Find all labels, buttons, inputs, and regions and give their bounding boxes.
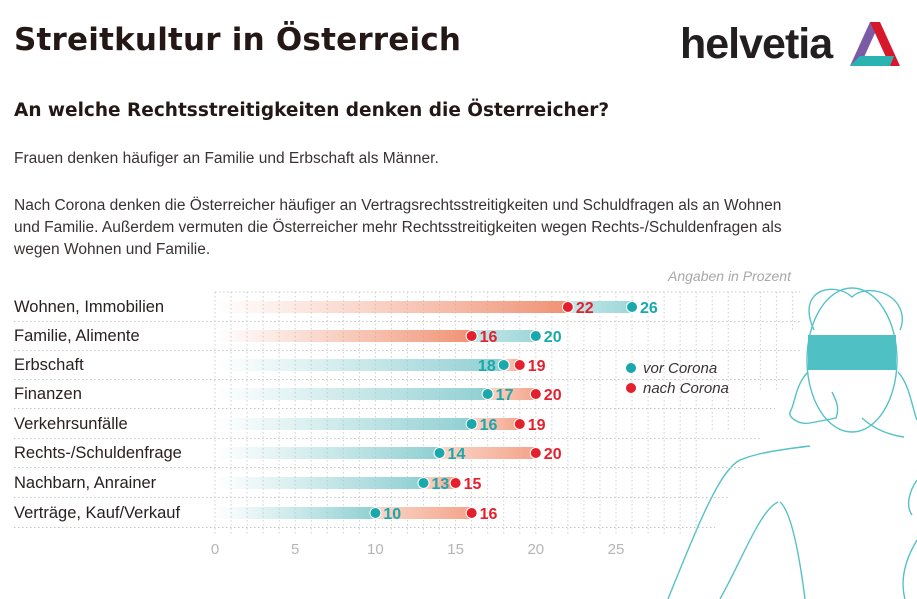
brand-name: helvetia (680, 20, 833, 68)
value-label-nach: 16 (480, 329, 498, 346)
dot-nach-corona (529, 388, 542, 400)
x-axis-ticks: 0 5 10 15 20 25 (211, 541, 625, 558)
hair-right (897, 371, 917, 421)
dot-vor-corona (626, 301, 639, 313)
bar-base (215, 330, 472, 342)
bar-difference (471, 330, 536, 342)
body-right-lower (902, 539, 917, 599)
value-label-vor: 26 (640, 300, 658, 317)
finding-corona: Nach Corona denken die Österreicher häuf… (14, 197, 782, 258)
category-label: Erbschaft (14, 356, 84, 374)
bar-difference (423, 477, 456, 489)
value-label-vor: 20 (544, 329, 562, 346)
value-label-nach: 19 (528, 358, 546, 375)
dot-nach-corona (465, 507, 478, 519)
dot-nach-corona (513, 359, 526, 371)
dot-vor-corona (465, 418, 478, 430)
chart-subtitle: An welche Rechtsstreitigkeiten denken di… (14, 100, 610, 121)
bar-base (215, 477, 424, 489)
x-tick-label: 5 (291, 541, 299, 558)
x-tick-label: 10 (367, 541, 384, 558)
x-tick-label: 20 (527, 541, 544, 558)
dot-vor-corona (369, 507, 382, 519)
face-outline (806, 287, 898, 433)
dot-nach-corona (561, 301, 574, 313)
legend-dot-nach-icon (626, 383, 636, 393)
dot-nach-corona (513, 418, 526, 430)
value-label-nach: 15 (464, 476, 482, 493)
value-label-vor: 10 (383, 506, 401, 523)
page-title: Streitkultur in Österreich (14, 22, 462, 58)
x-tick-label: 0 (211, 541, 219, 558)
value-label-nach: 20 (544, 446, 562, 463)
body-right (907, 479, 917, 516)
bar-base (215, 418, 472, 430)
category-label: Finanzen (14, 385, 82, 403)
bar-difference (471, 418, 520, 430)
bar-base (215, 507, 376, 519)
category-label: Verträge, Kauf/Verkauf (14, 504, 181, 522)
category-label: Rechts-/Schuldenfrage (14, 444, 182, 462)
category-label: Nachbarn, Anrainer (14, 474, 157, 492)
bars: 26 22 20 16 19 18 20 17 19 16 20 14 15 13 16 10 (215, 300, 658, 523)
eye-band (808, 335, 896, 370)
arm-inner (779, 501, 806, 599)
dot-vor-corona (497, 359, 510, 371)
value-label-nach: 19 (528, 417, 546, 434)
hair-left (789, 371, 839, 425)
arm-left (719, 501, 779, 599)
value-label-vor: 16 (480, 417, 498, 434)
value-label-nach: 16 (480, 506, 498, 523)
dot-vor-corona (529, 330, 542, 342)
x-tick-label: 15 (447, 541, 464, 558)
dot-nach-corona (465, 330, 478, 342)
dot-vor-corona (417, 477, 430, 489)
legend-label-vor: vor Corona (643, 359, 718, 377)
value-label-vor: 13 (432, 476, 450, 493)
bar-base (215, 388, 488, 400)
helvetia-logo: helvetia (680, 18, 900, 70)
bar-base (215, 447, 440, 459)
legend-item-nach: nach Corona (626, 378, 729, 398)
bar-difference (487, 388, 536, 400)
body-left (667, 445, 811, 599)
legend: vor Corona nach Corona (626, 358, 729, 398)
category-label: Wohnen, Immobilien (14, 298, 165, 316)
logo-teal-facet (850, 56, 894, 66)
legend-label-nach: nach Corona (643, 379, 729, 397)
dot-nach-corona (449, 477, 462, 489)
category-label: Familie, Alimente (14, 327, 140, 345)
unit-note: Angaben in Prozent (668, 268, 791, 284)
x-tick-label: 25 (608, 541, 625, 558)
value-label-vor: 18 (478, 358, 496, 375)
value-label-nach: 22 (576, 300, 594, 317)
logo-purple-facet (850, 22, 880, 66)
category-label: Verkehrsunfälle (14, 415, 128, 433)
hair-top (808, 288, 903, 331)
value-label-vor: 14 (448, 446, 466, 463)
value-label-nach: 20 (544, 387, 562, 404)
legend-item-vor: vor Corona (626, 358, 729, 378)
bar-base (215, 301, 568, 313)
bar-difference (375, 507, 472, 519)
bar-difference (567, 301, 633, 313)
helvetia-triangle-icon (850, 22, 900, 66)
shoulder-line (861, 417, 905, 438)
bar-difference (439, 447, 536, 459)
value-label-vor: 17 (496, 387, 514, 404)
dot-nach-corona (529, 447, 542, 459)
bar-base (215, 359, 504, 371)
finding-gender: Frauen denken häufiger an Familie und Er… (14, 150, 439, 167)
logo-red-facet (870, 22, 900, 66)
legend-dot-vor-icon (626, 363, 636, 373)
dot-vor-corona (433, 447, 446, 459)
dot-vor-corona (481, 388, 494, 400)
